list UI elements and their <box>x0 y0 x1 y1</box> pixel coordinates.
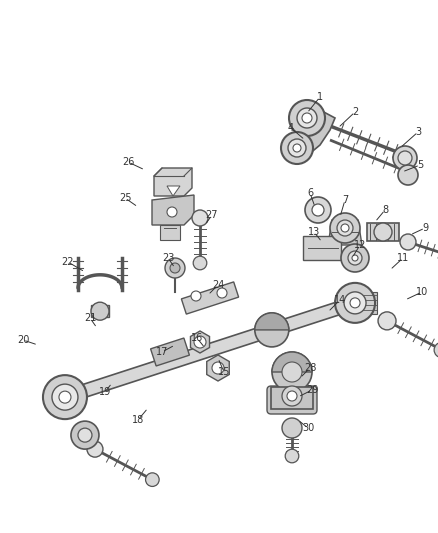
Text: 12: 12 <box>354 240 366 250</box>
Text: 1: 1 <box>317 92 323 102</box>
Text: 28: 28 <box>304 363 316 373</box>
Circle shape <box>212 362 224 374</box>
Text: 21: 21 <box>84 313 96 323</box>
Circle shape <box>288 139 306 157</box>
Circle shape <box>348 251 362 265</box>
Polygon shape <box>191 331 209 353</box>
Circle shape <box>344 292 366 314</box>
Circle shape <box>272 352 312 392</box>
Circle shape <box>434 342 438 358</box>
Text: 29: 29 <box>306 385 318 395</box>
Text: 8: 8 <box>382 205 388 215</box>
Text: 25: 25 <box>119 193 131 203</box>
Text: 15: 15 <box>218 367 230 377</box>
Circle shape <box>281 132 313 164</box>
Text: 10: 10 <box>416 287 428 297</box>
Polygon shape <box>181 282 239 314</box>
Circle shape <box>287 391 297 401</box>
Text: 7: 7 <box>342 195 348 205</box>
Circle shape <box>91 302 109 320</box>
Polygon shape <box>207 355 229 381</box>
Text: 11: 11 <box>397 253 409 263</box>
Circle shape <box>400 234 416 250</box>
Circle shape <box>312 204 324 216</box>
Polygon shape <box>63 297 357 403</box>
Polygon shape <box>298 106 335 155</box>
Text: 27: 27 <box>206 210 218 220</box>
Circle shape <box>282 386 302 406</box>
Text: 26: 26 <box>122 157 134 167</box>
Circle shape <box>352 255 358 261</box>
Circle shape <box>71 421 99 449</box>
Polygon shape <box>151 338 189 366</box>
Circle shape <box>293 144 301 152</box>
Circle shape <box>194 336 206 348</box>
Polygon shape <box>152 195 194 225</box>
Polygon shape <box>77 430 93 440</box>
Polygon shape <box>367 223 399 241</box>
Circle shape <box>289 100 325 136</box>
Text: 14: 14 <box>334 295 346 305</box>
Circle shape <box>52 384 78 410</box>
Polygon shape <box>328 220 362 245</box>
Circle shape <box>217 288 227 298</box>
Circle shape <box>378 312 396 330</box>
Wedge shape <box>272 352 312 372</box>
Circle shape <box>191 291 201 301</box>
Circle shape <box>374 223 392 241</box>
Circle shape <box>341 224 349 232</box>
Circle shape <box>193 256 207 270</box>
Circle shape <box>282 418 302 438</box>
Circle shape <box>335 283 375 323</box>
Polygon shape <box>167 186 180 196</box>
Circle shape <box>167 207 177 217</box>
Text: 6: 6 <box>307 188 313 198</box>
Polygon shape <box>271 387 313 409</box>
Wedge shape <box>255 313 289 330</box>
Text: 13: 13 <box>308 227 320 237</box>
Text: 3: 3 <box>415 127 421 137</box>
Circle shape <box>255 313 289 347</box>
Text: 17: 17 <box>156 347 168 357</box>
Text: 9: 9 <box>422 223 428 233</box>
Circle shape <box>330 213 360 243</box>
Circle shape <box>297 108 317 128</box>
Circle shape <box>302 113 312 123</box>
Circle shape <box>43 375 87 419</box>
Circle shape <box>285 449 299 463</box>
FancyBboxPatch shape <box>267 386 317 414</box>
Polygon shape <box>303 236 341 260</box>
Circle shape <box>393 146 417 170</box>
Circle shape <box>305 197 331 223</box>
Text: 18: 18 <box>132 415 144 425</box>
Circle shape <box>337 220 353 236</box>
Circle shape <box>398 151 412 165</box>
Text: 20: 20 <box>17 335 29 345</box>
Text: 2: 2 <box>352 107 358 117</box>
Circle shape <box>284 420 300 436</box>
Circle shape <box>170 263 180 273</box>
Text: 19: 19 <box>99 387 111 397</box>
Text: 24: 24 <box>212 280 224 290</box>
Circle shape <box>59 391 71 403</box>
Polygon shape <box>154 168 192 196</box>
Text: 5: 5 <box>417 160 423 170</box>
Circle shape <box>282 362 302 382</box>
Text: 4: 4 <box>288 123 294 133</box>
Circle shape <box>78 428 92 442</box>
Circle shape <box>341 244 369 272</box>
Circle shape <box>87 441 103 457</box>
Circle shape <box>165 258 185 278</box>
Circle shape <box>350 298 360 308</box>
Polygon shape <box>91 305 109 317</box>
Text: 16: 16 <box>191 333 203 343</box>
Text: 30: 30 <box>302 423 314 433</box>
Circle shape <box>398 165 418 185</box>
Text: 22: 22 <box>62 257 74 267</box>
Circle shape <box>192 210 208 226</box>
Polygon shape <box>361 292 377 314</box>
Circle shape <box>145 473 159 487</box>
Text: 23: 23 <box>162 253 174 263</box>
Polygon shape <box>160 225 180 240</box>
